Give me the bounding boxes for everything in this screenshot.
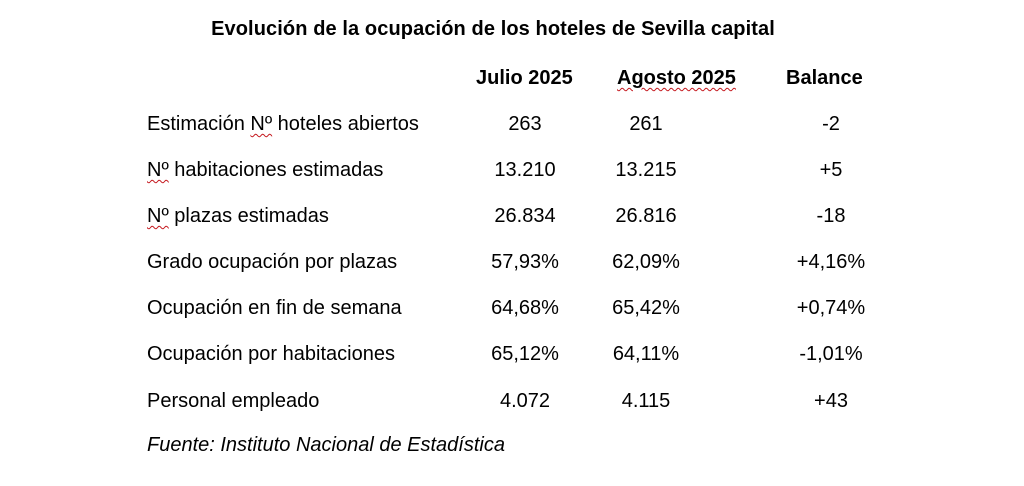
cell-balance: +5 [819,159,843,181]
table-row: Nº habitaciones estimadas 13.210 13.215 … [0,159,1024,193]
row-label: Nº plazas estimadas [147,205,329,228]
cell-balance: -18 [816,205,846,227]
row-label: Nº habitaciones estimadas [147,159,383,182]
column-header-balance: Balance [786,67,863,89]
cell-agosto: 65,42% [612,297,680,319]
row-label-prefix: Ocupación por habitaciones [147,343,395,365]
cell-balance: -1,01% [799,343,863,365]
cell-julio: 57,93% [491,251,559,273]
row-label-prefix: Ocupación en fin de semana [147,297,402,319]
cell-julio: 4.072 [499,390,551,412]
table-row: Grado ocupación por plazas 57,93% 62,09%… [0,251,1024,285]
row-label: Ocupación por habitaciones [147,343,395,366]
table-row: Ocupación por habitaciones 65,12% 64,11%… [0,343,1024,377]
table-title: Evolución de la ocupación de los hoteles… [211,18,775,40]
cell-julio: 26.834 [494,205,556,227]
cell-agosto: 13.215 [615,159,677,181]
row-label-suffix: plazas estimadas [168,205,329,227]
cell-julio: 13.210 [494,159,556,181]
cell-balance: -2 [822,113,840,135]
row-label-marked: Nº [147,159,169,181]
table-row: Estimación Nº hoteles abiertos 263 261 -… [0,113,1024,147]
cell-agosto: 4.115 [621,390,671,412]
column-header-julio: Julio 2025 [476,67,573,89]
row-label-prefix: Personal empleado [147,390,320,412]
cell-balance: +0,74% [796,297,866,319]
row-label: Estimación Nº hoteles abiertos [147,113,419,136]
row-label-marked: Nº [250,113,273,135]
row-label-marked: Nº [147,205,169,227]
source-note: Fuente: Instituto Nacional de Estadístic… [147,434,505,456]
cell-julio: 65,12% [491,343,559,365]
row-label: Ocupación en fin de semana [147,297,402,320]
table-row: Nº plazas estimadas 26.834 26.816 -18 [0,205,1024,239]
table-row: Personal empleado 4.072 4.115 +43 [0,390,1024,424]
table-row: Ocupación en fin de semana 64,68% 65,42%… [0,297,1024,331]
cell-agosto: 261 [629,113,663,135]
row-label-prefix: Grado ocupación por plazas [147,251,398,273]
cell-balance: +43 [814,390,848,412]
row-label: Grado ocupación por plazas [147,251,397,274]
row-label-suffix: hoteles abiertos [272,113,419,135]
cell-agosto: 26.816 [615,205,677,227]
row-label-suffix: habitaciones estimadas [168,159,384,181]
cell-julio: 263 [508,113,542,135]
row-label-prefix: Estimación [147,113,251,135]
row-label: Personal empleado [147,390,319,413]
cell-balance: +4,16% [796,251,866,273]
cell-agosto: 62,09% [612,251,680,273]
column-header-agosto: Agosto 2025 [617,67,736,89]
cell-julio: 64,68% [491,297,559,319]
cell-agosto: 64,11% [612,343,680,365]
